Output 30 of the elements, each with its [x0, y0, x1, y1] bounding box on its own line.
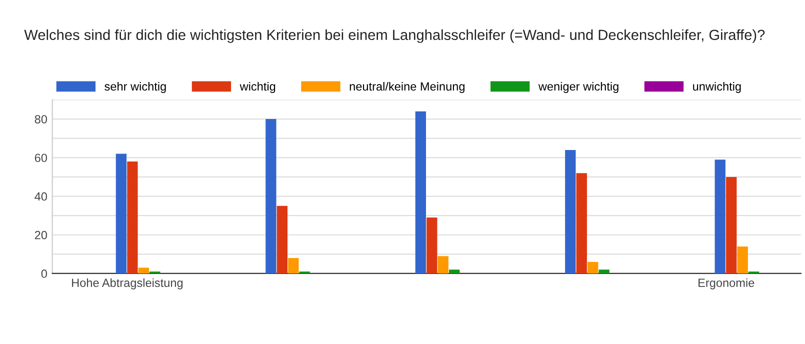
- bar: [565, 150, 576, 274]
- y-tick-label: 20: [34, 230, 48, 240]
- legend-label: sehr wichtig: [104, 82, 166, 93]
- bar: [266, 119, 276, 274]
- x-tick-label: Ergonomie: [698, 278, 754, 290]
- y-tick-label: 40: [34, 192, 48, 201]
- legend-label: weniger wichtig: [538, 82, 618, 93]
- bar: [415, 111, 426, 274]
- bar: [288, 258, 299, 274]
- bar: [276, 206, 288, 274]
- bar: [426, 218, 438, 274]
- bar: [588, 262, 598, 274]
- chart-title: Welches sind für dich die wichtigsten Kriterien bei einem Langhalsschleifer (=Wand- und Deckenschleifer, Giraffe)?: [24, 29, 765, 43]
- y-tick-label: 0: [41, 270, 48, 278]
- bar: [127, 162, 138, 274]
- x-tick-label: Hohe Abtragsleistung: [72, 278, 183, 290]
- bar: [726, 176, 737, 274]
- bar: [714, 160, 726, 274]
- bar: [138, 268, 149, 274]
- legend-label: wichtig: [240, 82, 276, 93]
- y-tick-label: 60: [34, 154, 48, 162]
- bar: [116, 154, 127, 274]
- bar: [438, 256, 448, 274]
- bar: [598, 270, 610, 274]
- legend-label: neutral/keine Meinung: [350, 82, 464, 93]
- bar: [576, 173, 587, 274]
- bar: [449, 270, 460, 274]
- y-tick-label: 80: [34, 115, 48, 124]
- legend-label: unwichtig: [693, 82, 741, 93]
- bar: [737, 246, 748, 274]
